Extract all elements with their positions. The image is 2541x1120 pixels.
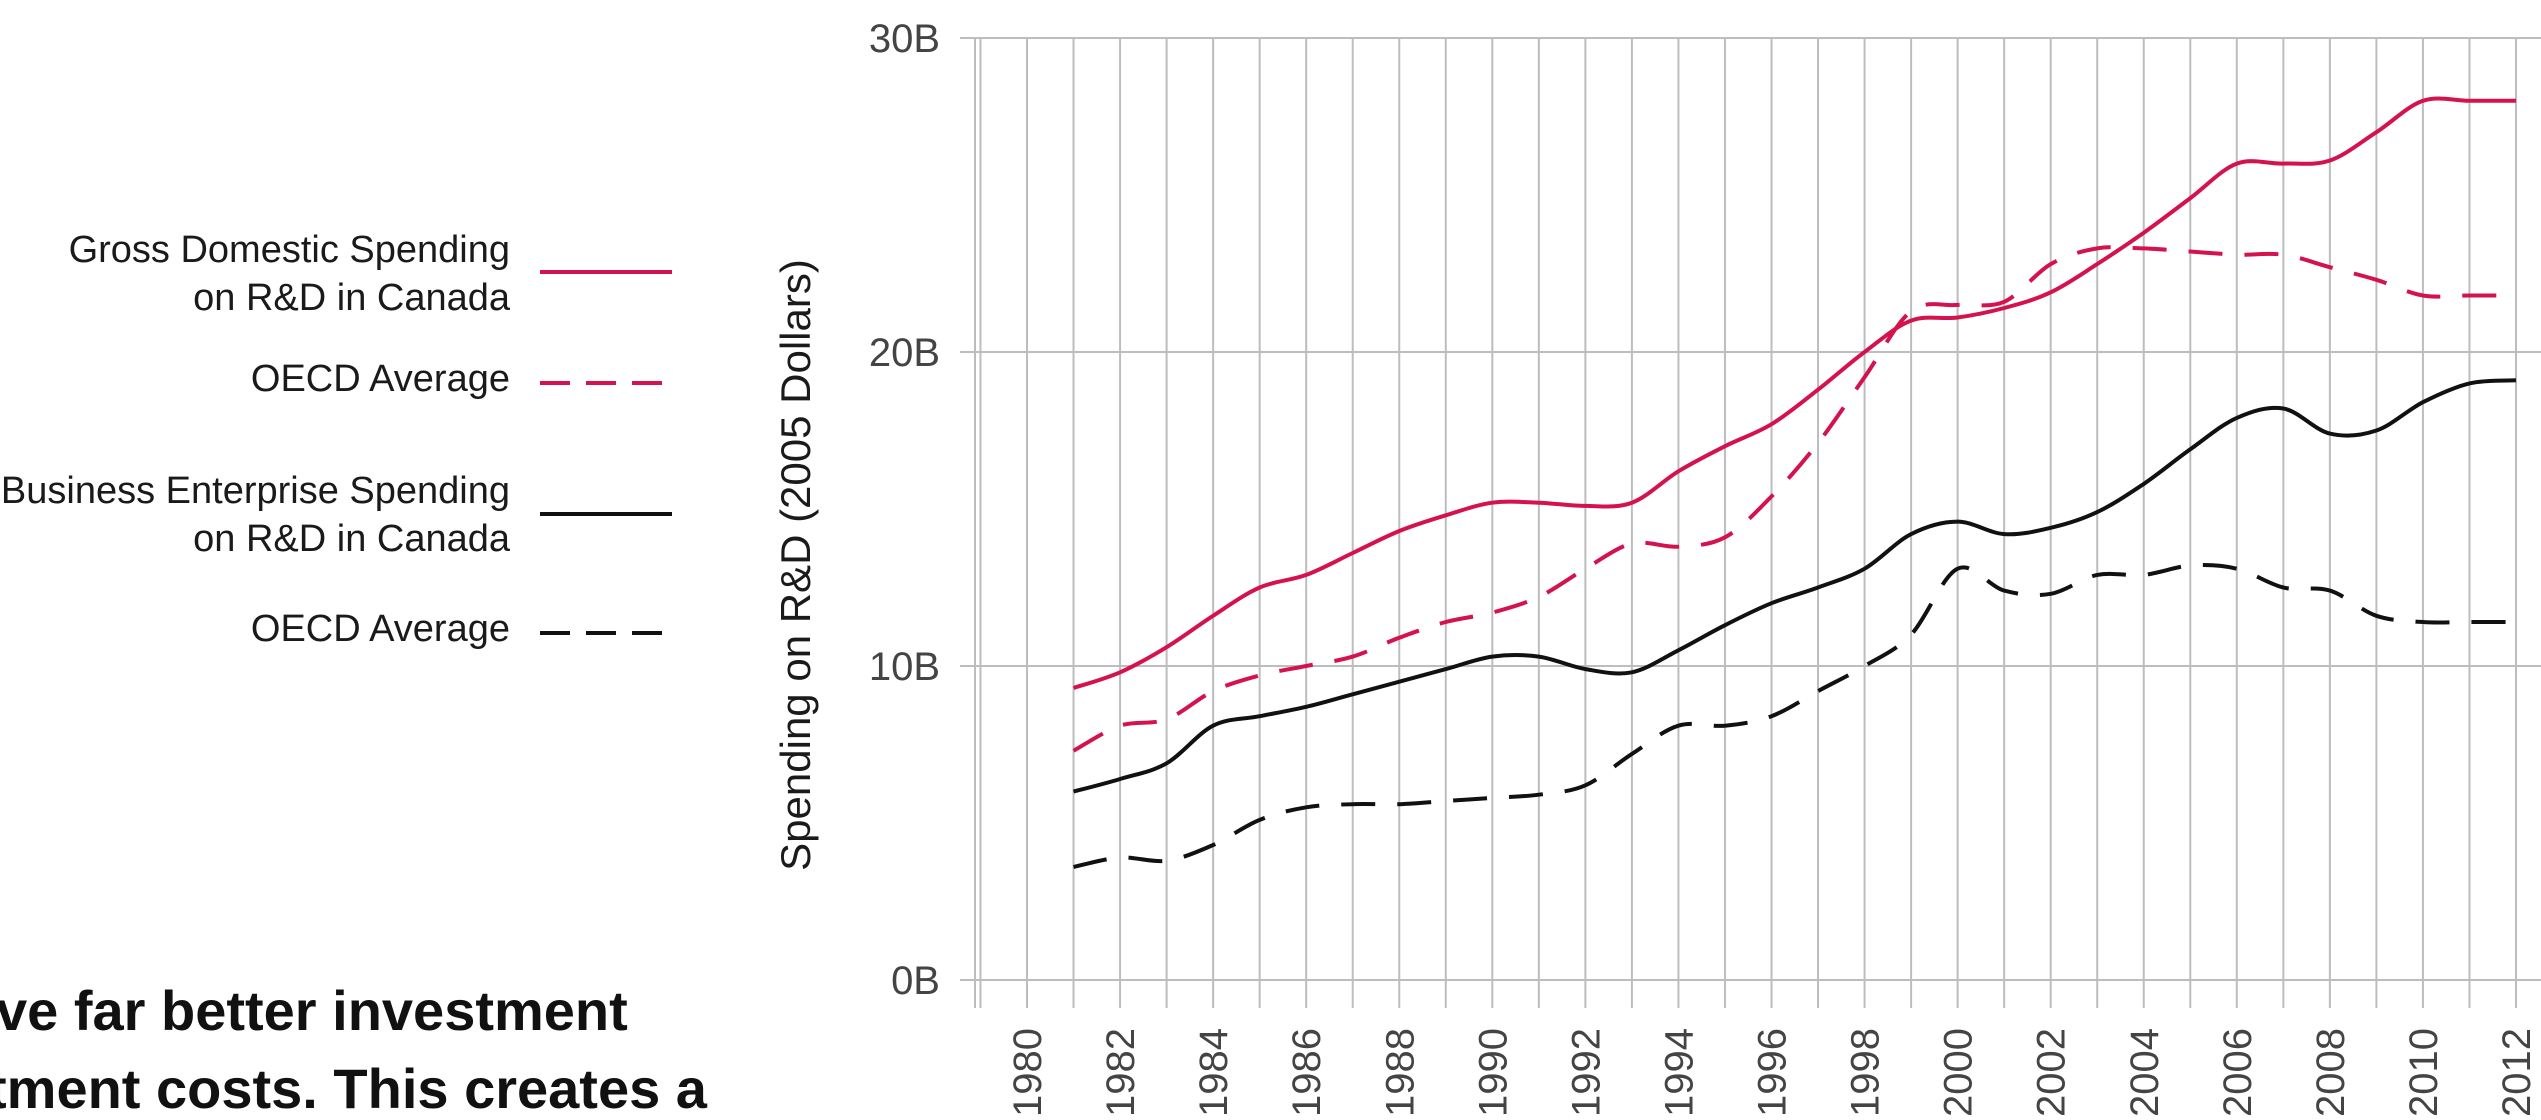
- body-text-fragment: ve far better investment tment costs. Thi…: [0, 979, 708, 1120]
- legend-item: Business Enterprise Spending on R&D in Ca…: [1, 470, 672, 560]
- x-tick-label: 2008: [2309, 1028, 2353, 1117]
- grid-lines: [960, 37, 2541, 1008]
- x-tick-label: 1996: [1751, 1028, 1795, 1117]
- y-tick-label: 20B: [869, 331, 940, 375]
- x-tick-label: 2000: [1937, 1028, 1981, 1117]
- legend: Gross Domestic Spending on R&D in Canada O…: [1, 229, 672, 650]
- y-tick-label: 0B: [891, 959, 940, 1003]
- series-line-oecd-business: [1073, 563, 2516, 869]
- series-line-canada-gross: [1072, 96, 2516, 690]
- y-axis-title: Spending on R&D (2005 Dollars): [772, 259, 819, 871]
- y-tick-label: 30B: [869, 17, 940, 61]
- legend-item: OECD Average: [251, 358, 672, 400]
- x-tick-label: 1980: [1006, 1028, 1050, 1117]
- legend-label: Gross Domestic Spending: [69, 229, 510, 271]
- x-tick-label: 1994: [1657, 1028, 1701, 1117]
- series-line-canada-business: [1072, 378, 2517, 794]
- body-text-line: ve far better investment: [0, 979, 628, 1042]
- legend-label: Business Enterprise Spending: [1, 470, 510, 512]
- legend-item: OECD Average: [251, 608, 672, 650]
- x-tick-label: 1988: [1378, 1028, 1422, 1117]
- series-lines: [1072, 96, 2517, 869]
- axes: 0B 10B 20B 30B 1980 1982 1984 1986 1988 1990 1992 1…: [869, 17, 2539, 1117]
- series-line-oecd-gross: [1072, 245, 2516, 753]
- legend-label: OECD Average: [251, 358, 510, 400]
- legend-item: Gross Domestic Spending on R&D in Canada: [69, 229, 672, 319]
- legend-label: on R&D in Canada: [193, 277, 511, 319]
- x-tick-label: 2002: [2030, 1028, 2074, 1117]
- x-tick-label: 2010: [2402, 1028, 2446, 1117]
- x-tick-label: 2012: [2495, 1028, 2539, 1117]
- x-tick-label: 1992: [1564, 1028, 1608, 1117]
- x-tick-label: 1986: [1285, 1028, 1329, 1117]
- body-text-line: tment costs. This creates a: [0, 1057, 708, 1120]
- x-tick-label: 2006: [2216, 1028, 2260, 1117]
- x-tick-label: 2004: [2123, 1028, 2167, 1117]
- x-tick-label: 1998: [1844, 1028, 1888, 1117]
- y-tick-label: 10B: [869, 645, 940, 689]
- legend-label: OECD Average: [251, 608, 510, 650]
- x-tick-label: 1982: [1099, 1028, 1143, 1117]
- x-tick-label: 1984: [1192, 1028, 1236, 1117]
- x-tick-label: 1990: [1471, 1028, 1515, 1117]
- legend-label: on R&D in Canada: [193, 518, 511, 560]
